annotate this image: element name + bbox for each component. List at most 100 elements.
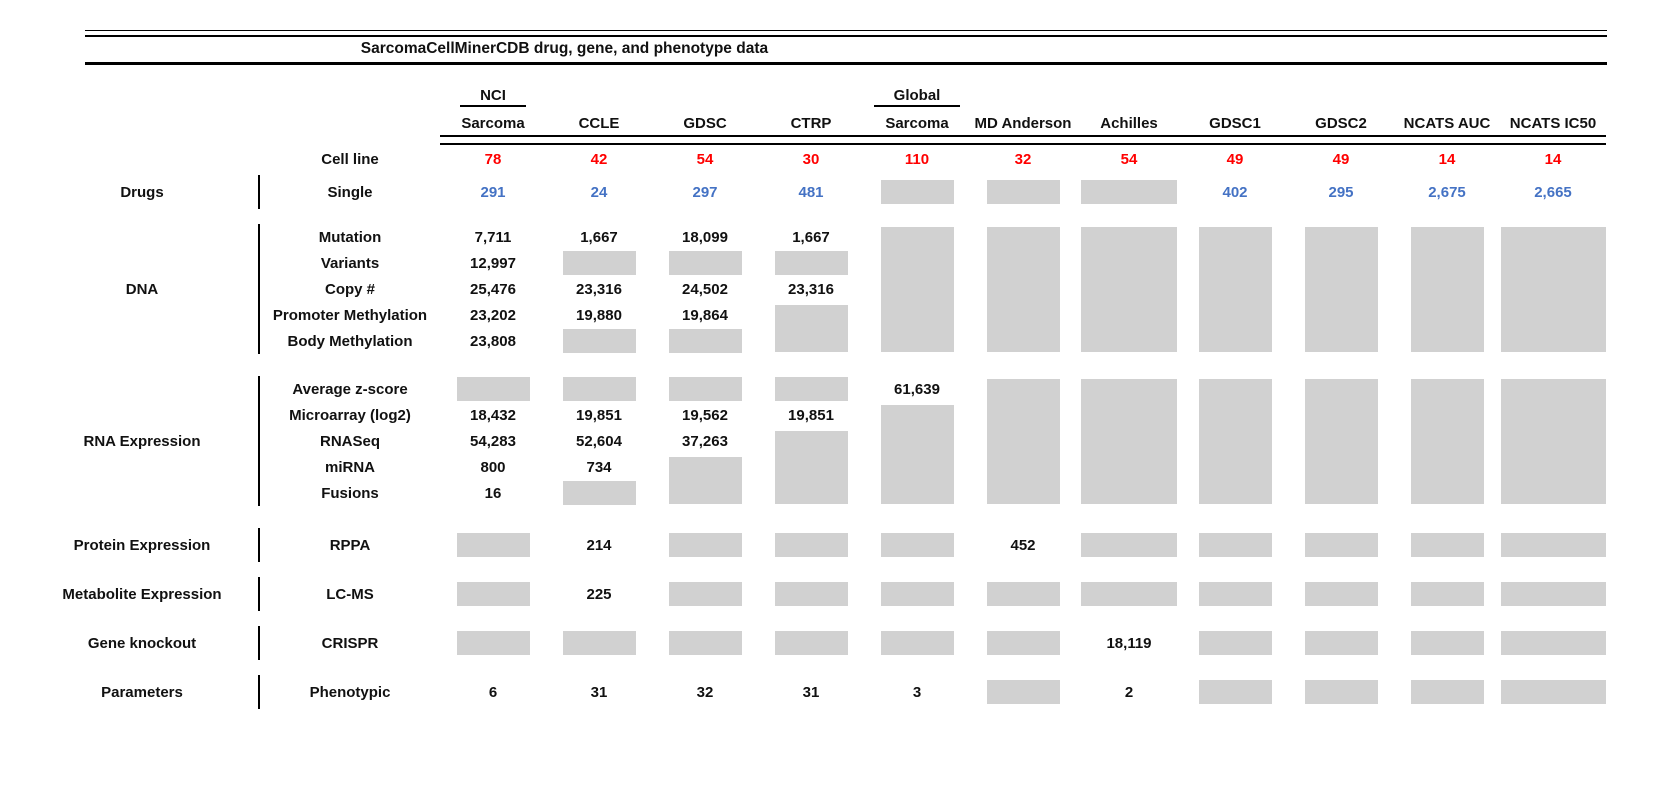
value-cell-nci_sarcoma: 16 — [484, 484, 502, 502]
no-data-block — [562, 481, 636, 505]
no-data-cell-gdsc2 — [1288, 577, 1394, 611]
header-double-rule — [440, 135, 1606, 145]
no-data-block — [880, 631, 954, 655]
cell-line-count-gdsc2: 49 — [1332, 150, 1350, 168]
no-data-block — [456, 377, 530, 401]
value-cell-ccle: 31 — [590, 683, 608, 701]
value-cell-nci_sarcoma: 6 — [488, 683, 498, 701]
column-header-top-gdsc — [652, 81, 758, 107]
no-data-block — [880, 582, 954, 606]
no-data-block — [1500, 533, 1606, 557]
value-cell-global_sarcoma: 61,639 — [894, 380, 940, 398]
category-label: Parameters — [10, 675, 260, 709]
cell-line-count-nci_sarcoma: 78 — [484, 150, 502, 168]
column-header-gdsc: GDSC — [683, 115, 727, 132]
column-header-top-label: Global — [873, 87, 961, 107]
no-data-cell-global_sarcoma — [864, 175, 970, 209]
section-gene-knockout: Gene knockout CRISPR 18,119 — [10, 626, 1669, 660]
no-data-block — [1304, 582, 1378, 606]
no-data-block — [774, 377, 848, 401]
no-data-cell-achilles — [1076, 175, 1182, 209]
no-data-cell-gdsc — [652, 250, 758, 276]
column-header-top-gdsc1 — [1182, 81, 1288, 107]
no-data-cell-ccle — [546, 376, 652, 402]
no-data-cell-ccle — [546, 328, 652, 354]
no-data-cell-gdsc — [652, 376, 758, 402]
no-data-block — [880, 226, 954, 352]
no-data-block — [1081, 533, 1177, 557]
no-data-cell-achilles — [1076, 528, 1182, 562]
no-data-cell-ncats_auc — [1394, 675, 1500, 709]
title-top-rule-1 — [85, 30, 1607, 31]
column-header-ctrp: CTRP — [790, 115, 832, 132]
no-data-block — [1081, 226, 1177, 352]
no-data-block — [1410, 226, 1484, 352]
value-cell-ccle: 24 — [590, 183, 608, 201]
no-data-cell-nci_sarcoma — [440, 626, 546, 660]
section-rna-expression: RNA Expression Average z-score 61,639 Micro… — [10, 376, 1669, 506]
column-header-top-achilles — [1076, 81, 1182, 107]
value-cell-gdsc: 19,562 — [682, 406, 728, 424]
column-header-top-nci_sarcoma: NCI — [440, 81, 546, 107]
no-data-block — [668, 456, 742, 504]
no-data-block — [456, 533, 530, 557]
no-data-block — [1500, 680, 1606, 704]
cell-line-row-label: Cell line — [321, 150, 379, 168]
value-cell-ccle: 1,667 — [580, 228, 618, 246]
no-data-cell-ncats_auc — [1394, 528, 1500, 562]
no-data-cell-gdsc — [652, 577, 758, 611]
row-label: Promoter Methylation — [272, 306, 428, 324]
no-data-block — [562, 251, 636, 275]
cell-line-count-ccle: 42 — [590, 150, 608, 168]
value-cell-nci_sarcoma: 23,202 — [470, 306, 516, 324]
no-data-block — [562, 631, 636, 655]
no-data-block — [1198, 378, 1272, 504]
value-cell-nci_sarcoma: 291 — [480, 183, 506, 201]
row-label: LC-MS — [326, 585, 374, 603]
no-data-cell-gdsc — [652, 454, 758, 506]
no-data-block — [880, 180, 954, 204]
no-data-block — [668, 377, 742, 401]
column-header-top-ctrp — [758, 81, 864, 107]
no-data-block — [668, 582, 742, 606]
no-data-cell-achilles — [1076, 376, 1182, 506]
no-data-cell-ncats_ic50 — [1500, 675, 1606, 709]
no-data-cell-ncats_ic50 — [1500, 224, 1606, 354]
no-data-cell-ctrp — [758, 528, 864, 562]
row-label: CRISPR — [321, 634, 379, 652]
section-dna: DNA Mutation 7,711 1,667 18,099 1,667 Variants… — [10, 224, 1669, 354]
no-data-cell-md_anderson — [970, 577, 1076, 611]
no-data-block — [668, 631, 742, 655]
no-data-block — [774, 631, 848, 655]
no-data-cell-gdsc1 — [1182, 577, 1288, 611]
no-data-cell-ncats_ic50 — [1500, 528, 1606, 562]
row-label: Phenotypic — [309, 683, 391, 701]
no-data-block — [668, 533, 742, 557]
value-cell-achilles: 2 — [1124, 683, 1134, 701]
column-header-ncats_ic50: NCATS IC50 — [1509, 115, 1597, 132]
cell-line-count-gdsc1: 49 — [1226, 150, 1244, 168]
no-data-block — [1410, 378, 1484, 504]
no-data-block — [880, 533, 954, 557]
no-data-block — [668, 251, 742, 275]
section-parameters: Parameters Phenotypic 6 31 32 31 3 2 — [10, 675, 1669, 709]
column-header-global_sarcoma: Sarcoma — [885, 115, 949, 132]
row-label: Copy # — [324, 280, 375, 298]
no-data-cell-ctrp — [758, 626, 864, 660]
no-data-cell-gdsc2 — [1288, 376, 1394, 506]
no-data-cell-gdsc1 — [1182, 528, 1288, 562]
no-data-cell-nci_sarcoma — [440, 528, 546, 562]
cell-line-count-gdsc: 54 — [696, 150, 714, 168]
value-cell-ccle: 225 — [586, 585, 612, 603]
value-cell-ncats_auc: 2,675 — [1428, 183, 1466, 201]
value-cell-nci_sarcoma: 7,711 — [474, 228, 512, 246]
no-data-cell-ctrp — [758, 376, 864, 402]
column-header-ccle: CCLE — [578, 115, 620, 132]
no-data-cell-gdsc — [652, 328, 758, 354]
no-data-cell-gdsc — [652, 528, 758, 562]
value-cell-nci_sarcoma: 800 — [480, 458, 506, 476]
no-data-cell-nci_sarcoma — [440, 376, 546, 402]
column-header-nci_sarcoma: Sarcoma — [461, 115, 525, 132]
no-data-cell-ncats_auc — [1394, 224, 1500, 354]
value-cell-nci_sarcoma: 25,476 — [470, 280, 516, 298]
